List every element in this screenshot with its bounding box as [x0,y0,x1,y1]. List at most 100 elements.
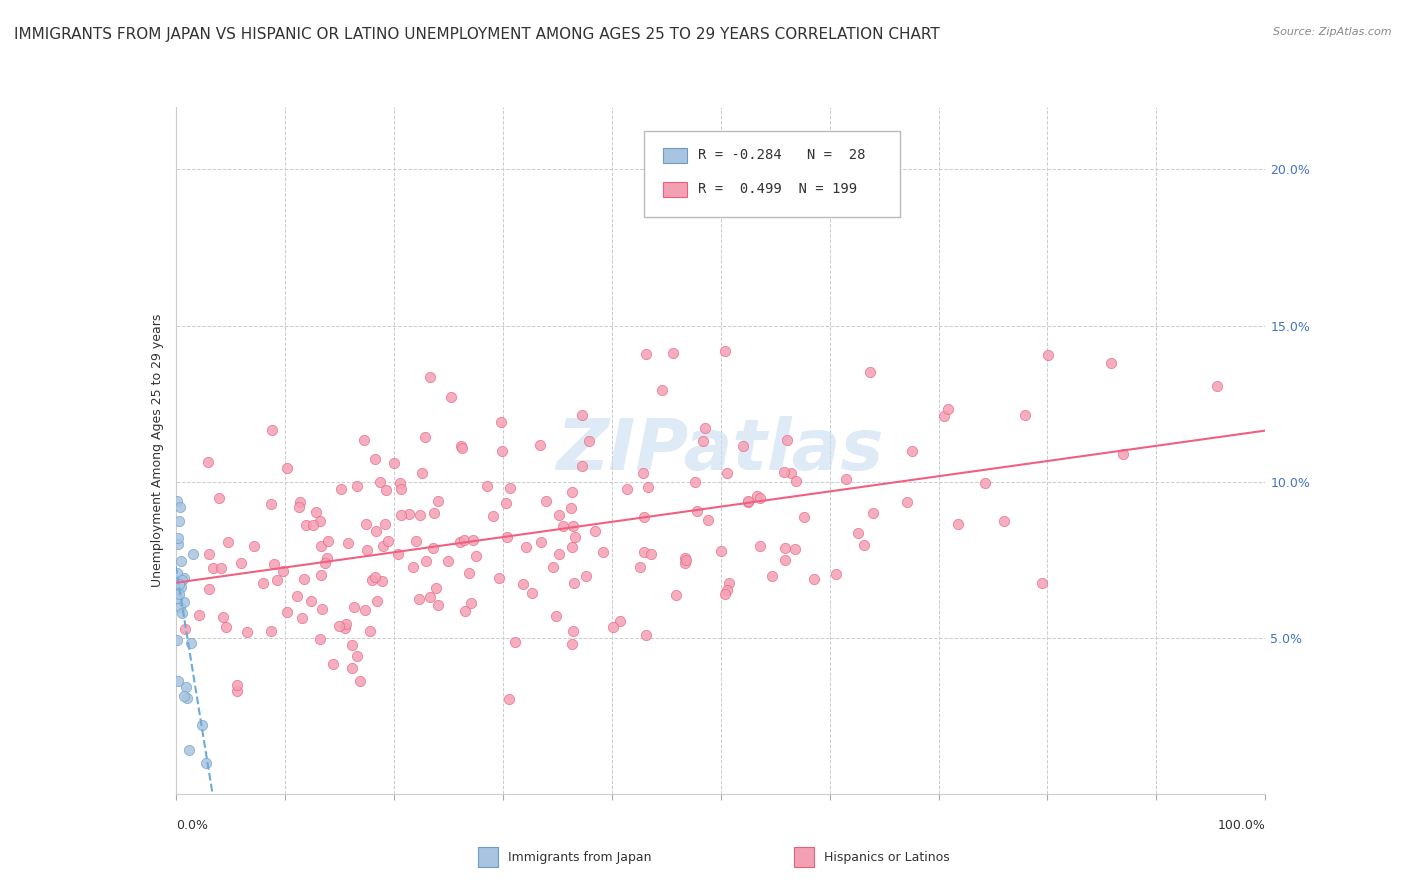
Point [835,472,858,486]
Point [636,347,658,361]
Point [426,493,449,508]
Point [215,619,238,633]
Point [422,507,444,521]
Point [714,344,737,359]
Point [793,509,815,524]
Point [176,691,198,706]
Point [562,624,585,639]
Point [195,756,218,770]
Point [388,476,411,491]
Point [419,590,441,604]
Point [166,582,188,597]
Point [170,580,193,594]
Point [773,465,796,479]
Point [361,574,384,588]
Point [737,493,759,508]
Point [628,559,651,574]
Point [243,539,266,553]
Point [543,560,565,574]
Point [749,491,772,506]
Point [364,452,387,467]
Point [776,433,799,447]
Point [172,573,194,587]
Point [309,568,332,582]
Point [522,586,544,600]
Point [389,482,412,496]
Point [382,456,405,470]
Point [166,531,188,545]
Point [375,483,398,497]
Point [188,607,211,622]
Point [1031,576,1053,591]
Point [529,437,551,451]
Point [209,561,232,575]
Point [271,564,294,578]
Point [616,483,638,497]
Point [173,571,195,585]
Point [170,606,193,620]
Point [718,575,741,590]
Point [377,533,399,548]
Point [166,493,188,508]
Point [846,525,869,540]
Point [311,601,333,615]
Point [398,508,420,522]
Point [322,657,344,672]
Point [662,346,685,360]
Point [491,444,513,458]
Point [329,483,352,497]
Point [173,622,195,636]
FancyBboxPatch shape [662,182,686,197]
Point [737,495,759,509]
Point [263,557,285,571]
Point [342,638,364,652]
Text: 100.0%: 100.0% [1218,819,1265,832]
Point [731,439,754,453]
Point [1014,408,1036,422]
Point [427,598,450,612]
Point [371,539,394,553]
Point [409,508,432,522]
Text: IMMIGRANTS FROM JAPAN VS HISPANIC OR LATINO UNEMPLOYMENT AMONG AGES 25 TO 29 YEA: IMMIGRANTS FROM JAPAN VS HISPANIC OR LAT… [14,27,939,42]
Point [948,516,970,531]
Point [405,533,427,548]
Point [226,684,249,698]
Point [1099,356,1122,370]
Point [463,533,485,547]
Point [299,593,322,607]
Point [450,439,472,453]
Point [773,541,796,555]
Point [640,548,662,562]
Point [673,557,696,571]
Point [575,569,598,583]
Point [631,467,654,481]
Point [785,475,807,489]
Point [683,475,706,489]
Point [475,479,498,493]
Point [170,554,193,568]
FancyBboxPatch shape [794,847,814,867]
Point [276,605,298,619]
Point [308,632,330,647]
Point [166,537,188,551]
Point [499,481,522,495]
Point [201,561,224,575]
Point [548,547,571,561]
Point [173,689,195,703]
Point [561,484,583,499]
Point [548,508,571,523]
Point [488,571,510,585]
Point [562,575,585,590]
Point [932,409,955,423]
Point [285,590,308,604]
Point [422,541,444,555]
Point [675,552,697,566]
Point [825,567,848,582]
Point [561,637,583,651]
Point [387,547,409,561]
Point [651,383,673,397]
Point [440,391,463,405]
Point [761,568,783,582]
Point [495,530,517,544]
Point [785,541,807,556]
